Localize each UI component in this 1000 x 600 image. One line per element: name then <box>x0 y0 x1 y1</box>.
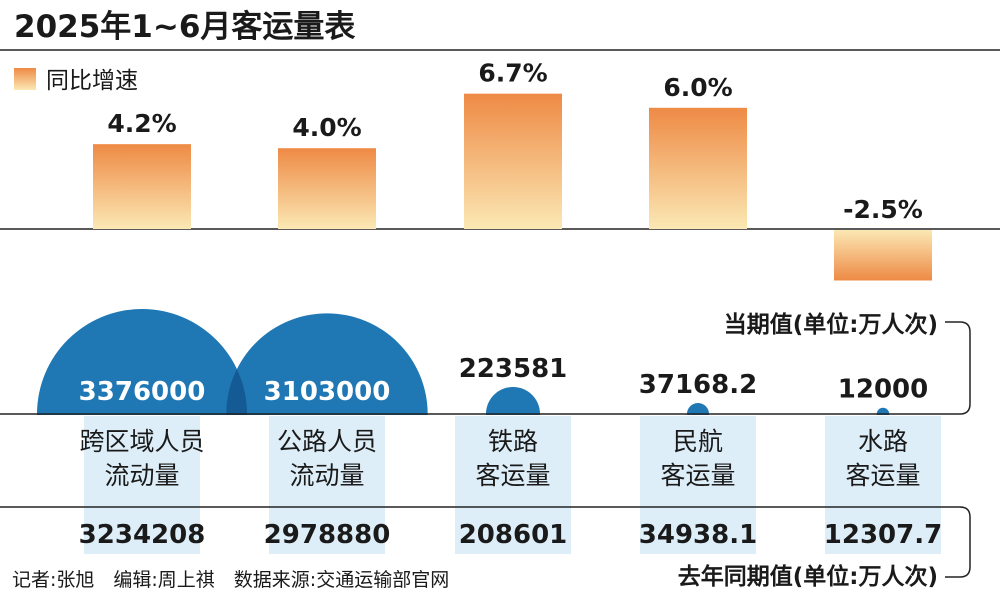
category-label: 民航 <box>673 427 723 456</box>
current-value-label: 12000 <box>838 375 928 405</box>
category-label: 客运量 <box>660 461 735 490</box>
current-value-label: 3376000 <box>79 377 206 407</box>
category-label: 水路 <box>858 427 908 456</box>
growth-label: 4.0% <box>292 113 361 142</box>
category-label: 铁路 <box>488 427 538 456</box>
prior-value-label: 12307.7 <box>824 520 942 550</box>
prior-value-label: 208601 <box>459 520 568 550</box>
category-column-bg <box>825 416 941 554</box>
current-value-label: 223581 <box>459 354 568 384</box>
prior-bracket <box>945 506 971 578</box>
prior-value-label: 3234208 <box>79 520 206 550</box>
growth-label: 4.2% <box>107 109 176 138</box>
current-values-label: 当期值(单位:万人次) <box>724 311 938 338</box>
current-bracket <box>945 321 971 415</box>
category-column-bg <box>640 416 756 554</box>
growth-bar <box>93 144 191 229</box>
category-column-bg <box>455 416 571 554</box>
category-label: 客运量 <box>475 461 550 490</box>
current-value-label: 37168.2 <box>639 370 757 400</box>
growth-bar <box>834 230 932 281</box>
category-label: 客运量 <box>845 461 920 490</box>
chart-title: 2025年1~6月客运量表 <box>14 9 355 45</box>
category-column-bg <box>269 416 385 554</box>
growth-bar <box>278 148 376 229</box>
legend-label: 同比增速 <box>46 68 138 94</box>
category-label: 跨区域人员 <box>79 427 204 456</box>
prior-value-label: 34938.1 <box>639 520 757 550</box>
growth-label: 6.0% <box>663 73 732 102</box>
category-label: 流动量 <box>289 461 364 490</box>
prior-values-label: 去年同期值(单位:万人次) <box>678 563 938 590</box>
legend-swatch <box>14 68 36 90</box>
current-value-label: 3103000 <box>264 377 391 407</box>
prior-value-label: 2978880 <box>264 520 391 550</box>
category-column-bg <box>84 416 200 554</box>
footer-credits: 记者:张旭 编辑:周上祺 数据来源:交通运输部官网 <box>12 569 449 591</box>
category-label: 公路人员 <box>277 427 377 456</box>
growth-label: -2.5% <box>843 195 923 224</box>
growth-label: 6.7% <box>478 59 547 88</box>
category-label: 流动量 <box>104 461 179 490</box>
growth-bar <box>649 107 747 229</box>
growth-bar <box>464 93 562 229</box>
